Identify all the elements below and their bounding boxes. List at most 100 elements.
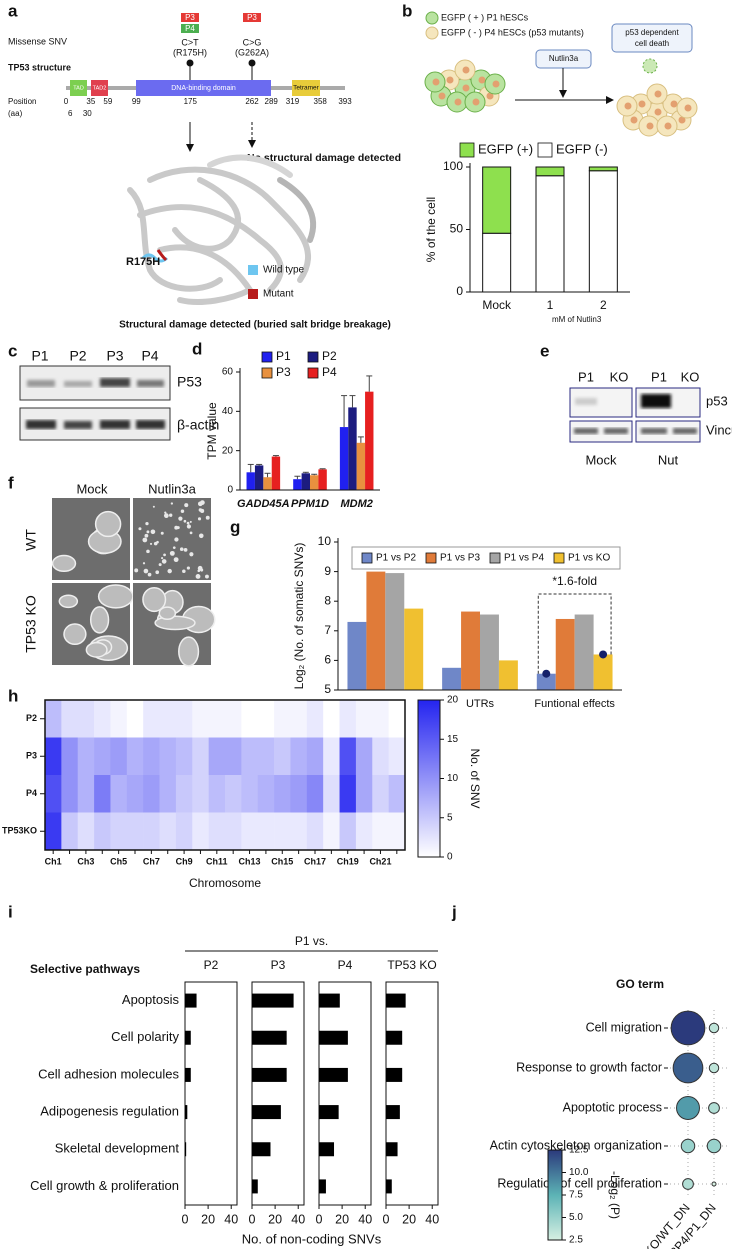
legend-swatch — [307, 367, 319, 379]
legend-label: P1 vs KO — [568, 553, 610, 564]
row-label: P4 — [26, 788, 37, 798]
dying-cell — [642, 58, 658, 74]
heat-cell — [241, 700, 259, 738]
cell-debris — [169, 513, 173, 517]
bar — [271, 456, 281, 490]
column-label: Ch3 — [77, 856, 94, 866]
patient-tag — [181, 13, 199, 22]
legend-swatch — [425, 552, 437, 564]
mutant-residue — [156, 249, 168, 262]
nucleus — [630, 116, 638, 124]
colorbar-tick-label: 20 — [447, 695, 459, 706]
x-tick-label: 0 — [249, 1212, 256, 1226]
bar — [185, 1105, 188, 1120]
heat-cell — [192, 700, 209, 738]
legend-label: P2 — [322, 349, 337, 363]
bar — [366, 571, 386, 690]
chart-title: GO term — [616, 977, 664, 991]
position-unit: (aa) — [8, 109, 23, 118]
heat-cell — [355, 737, 373, 776]
colony — [89, 606, 110, 634]
row-label: Cell adhesion molecules — [38, 1066, 179, 1081]
cell-debris — [186, 521, 190, 525]
heat-cell — [257, 700, 275, 738]
heatmap-frame — [44, 699, 406, 851]
heat-cell — [208, 700, 226, 738]
colorbar-tick-label: 5.0 — [569, 1212, 583, 1223]
blot-bands — [26, 420, 165, 429]
cell-debris — [146, 549, 150, 554]
y-tick-label: 60 — [222, 367, 234, 378]
facet-frame — [318, 981, 372, 1206]
cell-debris — [161, 557, 164, 560]
x-tick-label: 20 — [402, 1212, 416, 1226]
heat-cell — [372, 737, 389, 776]
row-label: Response to growth factor — [516, 1060, 662, 1074]
cell-debris — [142, 537, 148, 543]
heat-cell — [274, 812, 291, 851]
panel-b-scheme: EGFP ( + ) P1 hESCs EGFP ( - ) P4 hESCs … — [425, 11, 693, 104]
heat-cell — [225, 700, 242, 738]
domain-label: DNA-binding domain — [171, 85, 236, 92]
heat-cell — [372, 812, 389, 851]
nucleus — [438, 92, 446, 100]
nucleus — [684, 104, 692, 112]
cell-debris — [189, 552, 194, 557]
heat-cell — [143, 812, 160, 851]
x-axis-label: No. of non-coding SNVs — [242, 1231, 382, 1246]
legend-swatch — [261, 367, 273, 379]
y-tick-label: 0 — [227, 485, 233, 496]
position-label: 175 — [184, 97, 198, 106]
bar — [319, 1105, 339, 1120]
colony — [178, 636, 200, 667]
cell-debris — [189, 520, 192, 523]
colorbar — [417, 699, 441, 858]
lane-label: P4 — [141, 348, 158, 364]
bar — [386, 1030, 403, 1045]
heat-cell — [339, 737, 357, 776]
y-tick-label: 7 — [324, 623, 331, 637]
heat-cell — [45, 775, 62, 813]
legend-label: EGFP ( + ) P1 hESCs — [441, 12, 529, 22]
row-label: P2 — [26, 713, 37, 723]
heat-cell — [241, 812, 259, 851]
heat-cell — [306, 775, 324, 813]
cell-debris — [143, 568, 149, 574]
bar — [252, 1030, 287, 1045]
legend-label: EGFP (-) — [556, 141, 608, 156]
heat-cell — [126, 700, 144, 738]
bar — [498, 660, 518, 690]
nucleus — [670, 100, 678, 108]
bubble — [676, 1096, 700, 1120]
annotation: *1.6-fold — [552, 574, 597, 588]
y-axis-label: Log₂ (No. of somatic SNVs) — [292, 543, 306, 690]
bar — [263, 477, 272, 490]
position-label: 99 — [132, 97, 141, 106]
x-tick-label: 40 — [291, 1212, 305, 1226]
cell-debris — [200, 508, 205, 513]
column-label: Ch9 — [176, 856, 193, 866]
heat-cell — [257, 812, 275, 851]
colony — [142, 586, 167, 613]
row-label: Actin cytoskeleton organization — [490, 1138, 662, 1152]
heat-cell — [225, 812, 242, 851]
bar — [386, 993, 406, 1008]
x-tick-label: 0 — [383, 1212, 390, 1226]
bar — [319, 1142, 335, 1157]
cell-debris — [134, 568, 139, 573]
heat-cell — [61, 812, 79, 851]
y-tick-label: 0 — [456, 284, 463, 298]
bar — [318, 469, 327, 490]
panel-e: e P1 KO P1 KO p53 Vinculin Mock Nut — [540, 341, 732, 467]
lane-label: P1 — [651, 369, 667, 384]
panel-f: f Mock Nutlin3a WT TP53 KO — [8, 473, 216, 667]
bar — [339, 427, 349, 490]
heat-cell — [274, 775, 291, 813]
x-tick-label: 0 — [316, 1212, 323, 1226]
colorbar-tick-label: 12.5 — [569, 1145, 589, 1156]
cell-debris — [146, 530, 150, 534]
panel-c: c P1 P2 P3 P4 P53 β-actin — [8, 341, 219, 441]
heat-cell — [143, 737, 160, 776]
cell-debris — [156, 540, 159, 544]
